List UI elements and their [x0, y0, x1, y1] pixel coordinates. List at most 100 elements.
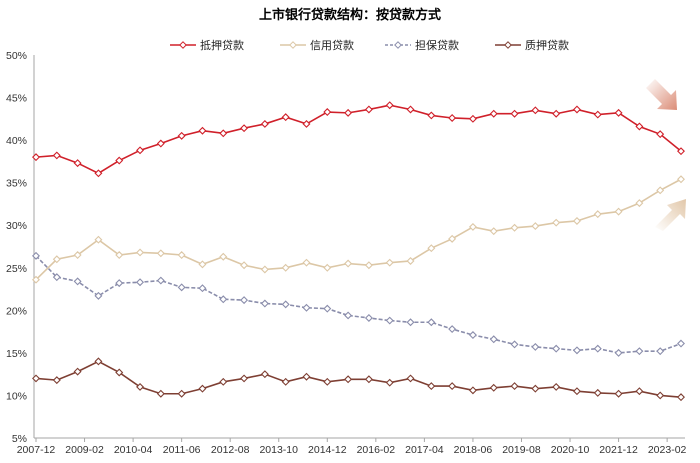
- data-point: [177, 389, 186, 398]
- data-point: [73, 251, 82, 259]
- series-line: [35, 178, 682, 281]
- data-point: [510, 382, 519, 391]
- data-point: [344, 108, 353, 117]
- data-point: [198, 260, 207, 269]
- y-tick-label: 30%: [6, 220, 27, 232]
- data-point: [198, 284, 207, 293]
- data-point: [427, 382, 436, 391]
- legend-marker: [495, 41, 521, 49]
- data-point: [656, 130, 665, 139]
- data-point: [240, 374, 249, 383]
- data-point: [552, 218, 561, 227]
- legend-item: 信用贷款: [280, 37, 354, 53]
- legend-marker: [170, 41, 196, 49]
- data-point: [489, 335, 498, 344]
- legend-item: 抵押贷款: [170, 37, 244, 53]
- data-point: [156, 139, 165, 148]
- data-point: [240, 124, 249, 133]
- legend-marker: [280, 41, 306, 49]
- data-point: [94, 291, 103, 300]
- data-point: [593, 388, 602, 397]
- data-point: [177, 283, 186, 292]
- data-point: [468, 386, 477, 395]
- chart-title: 上市银行贷款结构：按贷款方式: [258, 8, 441, 23]
- data-point: [656, 186, 665, 195]
- data-point: [510, 340, 519, 349]
- data-point: [468, 222, 477, 231]
- data-point: [572, 346, 581, 355]
- series-line: [35, 360, 682, 398]
- data-point: [32, 275, 40, 284]
- data-point: [489, 383, 498, 392]
- data-point: [302, 258, 311, 267]
- data-point: [531, 384, 540, 393]
- data-point: [177, 251, 186, 259]
- data-point: [260, 370, 269, 379]
- data-point: [219, 295, 228, 304]
- legend-marker: [385, 41, 411, 49]
- x-tick-label: 2020-10: [551, 444, 590, 456]
- data-point: [593, 110, 602, 119]
- x-tick-label: 2012-08: [211, 444, 250, 456]
- data-point: [136, 146, 145, 155]
- x-tick-label: 2014-12: [308, 444, 347, 456]
- data-point: [448, 382, 457, 391]
- data-point: [510, 109, 519, 118]
- data-point: [448, 234, 457, 243]
- data-point: [364, 314, 373, 322]
- data-point: [468, 114, 477, 123]
- data-point: [406, 105, 415, 114]
- series-2: [32, 175, 685, 284]
- x-tick-label: 2017-04: [405, 444, 444, 456]
- data-point: [406, 256, 415, 265]
- data-point: [385, 101, 394, 110]
- data-point: [656, 391, 665, 400]
- data-point: [489, 109, 498, 118]
- y-tick-label: 20%: [6, 305, 27, 317]
- data-point: [52, 273, 61, 282]
- data-point: [52, 151, 61, 160]
- data-point: [219, 252, 228, 261]
- x-tick-label: 2011-06: [163, 444, 201, 456]
- data-point: [115, 251, 124, 259]
- legend-label: 信用贷款: [310, 39, 354, 52]
- data-point: [323, 377, 332, 386]
- data-point: [260, 119, 269, 128]
- x-tick-label: 2021-12: [599, 444, 638, 456]
- data-point: [385, 316, 394, 325]
- data-point: [323, 304, 332, 313]
- data-point: [406, 318, 415, 327]
- data-point: [614, 389, 623, 398]
- data-point: [323, 108, 332, 117]
- data-point: [531, 222, 540, 231]
- data-point: [635, 199, 644, 208]
- data-point: [281, 377, 290, 386]
- data-point: [115, 279, 124, 288]
- data-point: [156, 389, 165, 398]
- data-point: [385, 258, 394, 267]
- x-tick-label: 2019-08: [502, 444, 541, 456]
- data-point: [552, 382, 561, 391]
- data-point: [510, 223, 519, 232]
- data-point: [448, 114, 457, 122]
- legend-label: 质押贷款: [525, 39, 569, 52]
- data-point: [677, 339, 685, 348]
- data-point: [614, 108, 623, 117]
- data-point: [677, 175, 685, 184]
- y-tick-label: 45%: [6, 93, 27, 105]
- data-point: [156, 249, 165, 258]
- legend-item: 质押贷款: [495, 37, 569, 53]
- data-point: [198, 384, 207, 393]
- data-point: [136, 382, 145, 391]
- data-point: [323, 263, 332, 272]
- legend-label: 担保贷款: [415, 39, 459, 52]
- y-tick-label: 5%: [12, 433, 27, 445]
- series-line: [35, 104, 682, 175]
- data-point: [427, 244, 436, 253]
- data-point: [364, 261, 373, 270]
- data-point: [177, 131, 186, 140]
- data-point: [656, 347, 665, 356]
- y-tick-label: 25%: [6, 263, 27, 275]
- data-point: [281, 300, 290, 309]
- data-point: [427, 318, 436, 327]
